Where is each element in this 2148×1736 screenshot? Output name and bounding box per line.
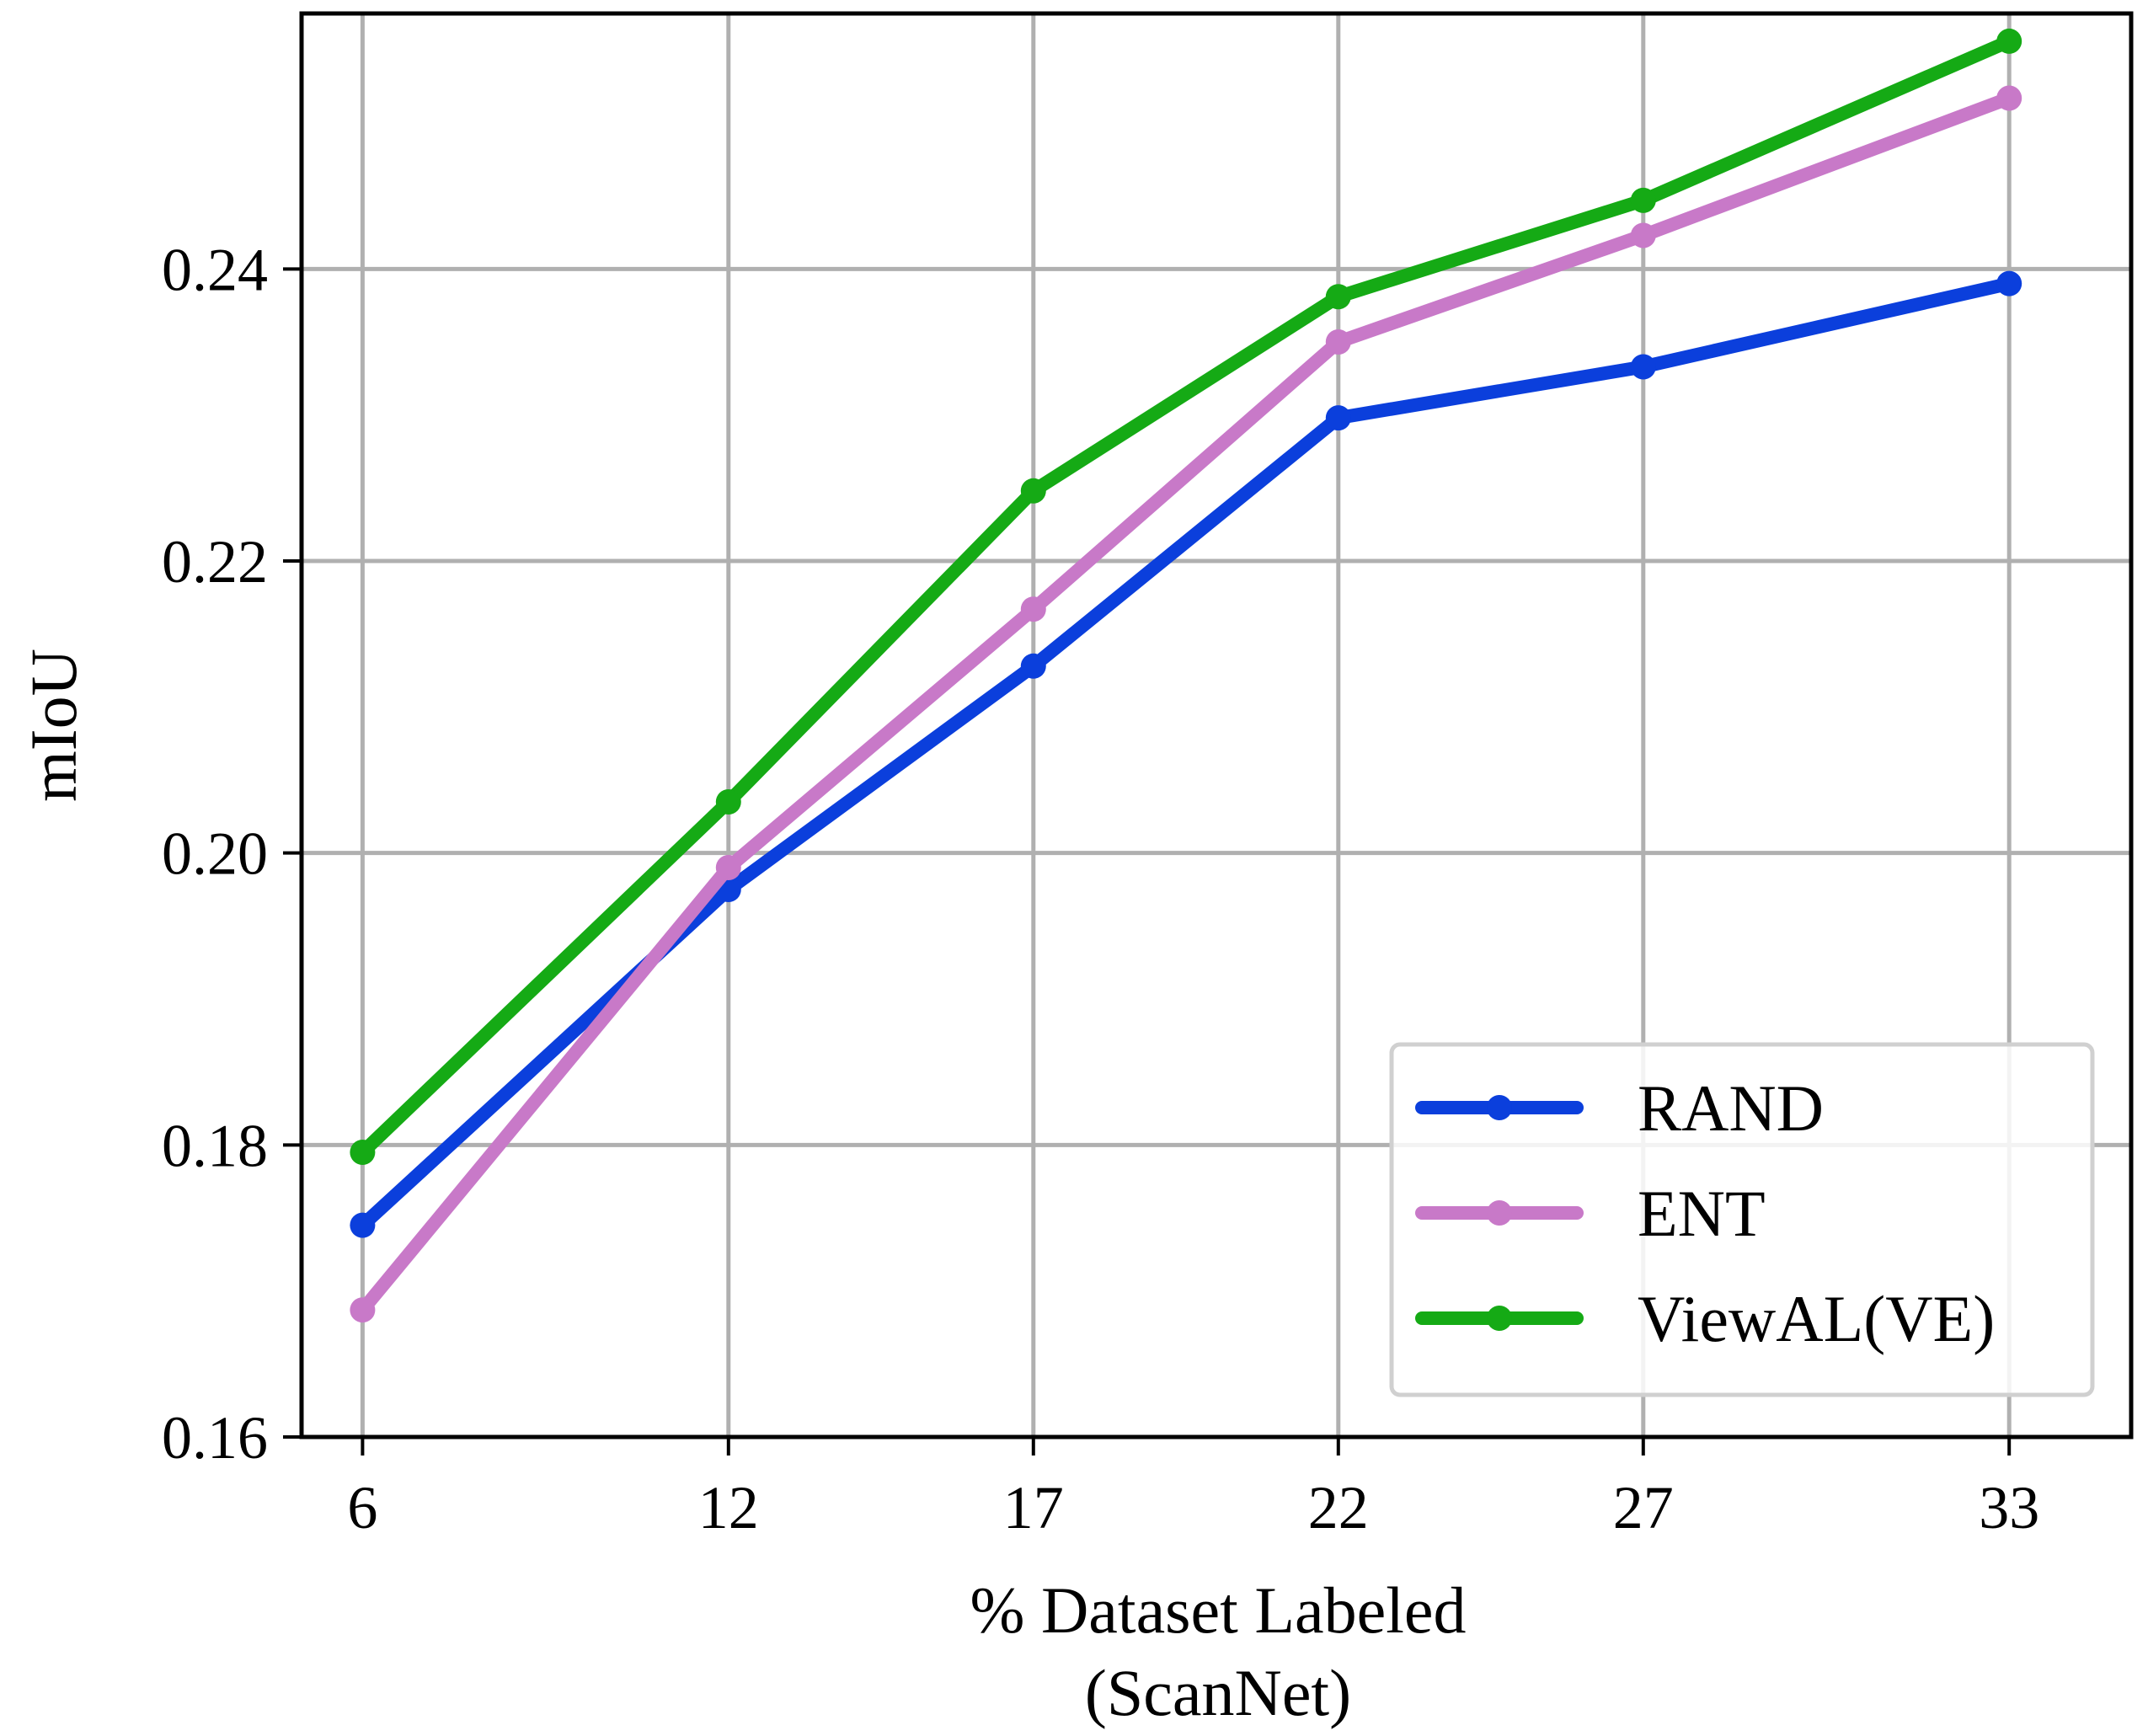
y-tick-label: 0.22 <box>162 528 268 596</box>
legend-item: RAND <box>1415 1071 1824 1145</box>
x-axis-label: % Dataset Labeled <box>970 1573 1466 1647</box>
data-point <box>1996 270 2022 296</box>
series-ent <box>350 85 2022 1323</box>
data-point <box>715 789 741 815</box>
data-point <box>1996 85 2022 111</box>
data-point <box>350 1212 376 1238</box>
data-point <box>1325 284 1351 310</box>
y-tick-label: 0.16 <box>162 1404 268 1472</box>
x-tick-label: 6 <box>347 1474 377 1541</box>
data-point <box>1020 478 1046 504</box>
legend-item: ViewAL(VE) <box>1415 1282 1995 1355</box>
data-point <box>1630 222 1656 248</box>
axis-ticks <box>283 267 2012 1456</box>
plot-frame <box>299 11 2134 1440</box>
data-point <box>1630 187 1656 213</box>
x-tick-label: 27 <box>1613 1474 1674 1541</box>
y-tick-label: 0.24 <box>162 236 268 303</box>
x-tick-label: 12 <box>698 1474 759 1541</box>
series-line <box>355 91 2017 1317</box>
data-point <box>350 1140 376 1165</box>
data-point <box>1325 329 1351 355</box>
x-tick-label: 17 <box>1003 1474 1064 1541</box>
x-tick-label: 22 <box>1308 1474 1369 1541</box>
legend: RAND ENT ViewAL(VE) <box>1389 1042 2095 1397</box>
data-point <box>1996 28 2022 54</box>
data-point <box>715 855 741 880</box>
data-point <box>1020 653 1046 679</box>
x-tick-label: 33 <box>1979 1474 2039 1541</box>
y-tick-label: 0.20 <box>162 820 268 888</box>
data-point <box>1325 405 1351 431</box>
tick-labels: 6 12 17 22 27 33 0.16 0.18 0.20 0.22 0.24 <box>162 236 2039 1541</box>
series-layer <box>350 28 2022 1323</box>
series-line <box>355 34 2017 1159</box>
y-tick-label: 0.18 <box>162 1112 268 1179</box>
data-point <box>350 1297 376 1323</box>
y-axis-label: mIoU <box>17 649 90 802</box>
legend-item: ENT <box>1415 1177 1766 1250</box>
legend-label: ViewAL(VE) <box>1638 1282 1995 1355</box>
legend-swatch-marker <box>1487 1306 1512 1331</box>
legend-label: ENT <box>1638 1177 1766 1250</box>
legend-label: RAND <box>1638 1071 1824 1145</box>
series-viewal-ve- <box>350 28 2022 1165</box>
legend-box <box>1389 1042 2095 1397</box>
data-point <box>1020 596 1046 622</box>
x-axis-label-subtitle: (ScanNet) <box>1085 1656 1351 1729</box>
legend-swatch-marker <box>1487 1095 1512 1120</box>
data-point <box>1630 354 1656 380</box>
legend-swatch-marker <box>1487 1200 1512 1226</box>
